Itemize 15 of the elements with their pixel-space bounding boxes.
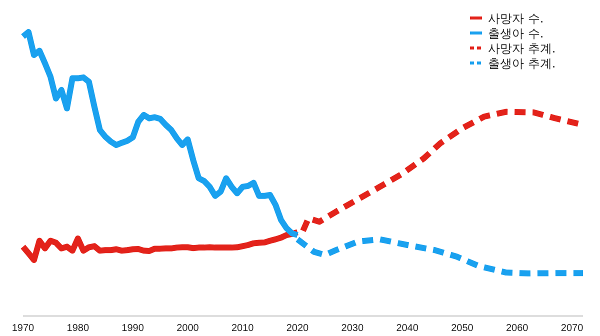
legend-label: 출생아 추계. xyxy=(488,56,556,70)
x-tick-label: 2070 xyxy=(560,323,584,334)
x-tick-label: 2060 xyxy=(506,323,529,334)
x-tick-label: 2000 xyxy=(176,323,200,334)
x-tick-label: 1990 xyxy=(122,323,144,334)
x-tick-label: 2010 xyxy=(231,323,254,334)
legend-label: 사망자 수. xyxy=(488,12,544,26)
x-tick-label: 2020 xyxy=(286,323,310,334)
legend-label: 출생아 수. xyxy=(488,26,544,40)
legend-label: 사망자 추계. xyxy=(488,42,556,56)
x-tick-label: 2050 xyxy=(451,323,474,334)
x-tick-label: 1970 xyxy=(12,323,35,334)
x-tick-label: 2040 xyxy=(396,323,419,334)
x-tick-label: 1980 xyxy=(66,323,90,334)
x-tick-label: 2030 xyxy=(341,323,364,334)
